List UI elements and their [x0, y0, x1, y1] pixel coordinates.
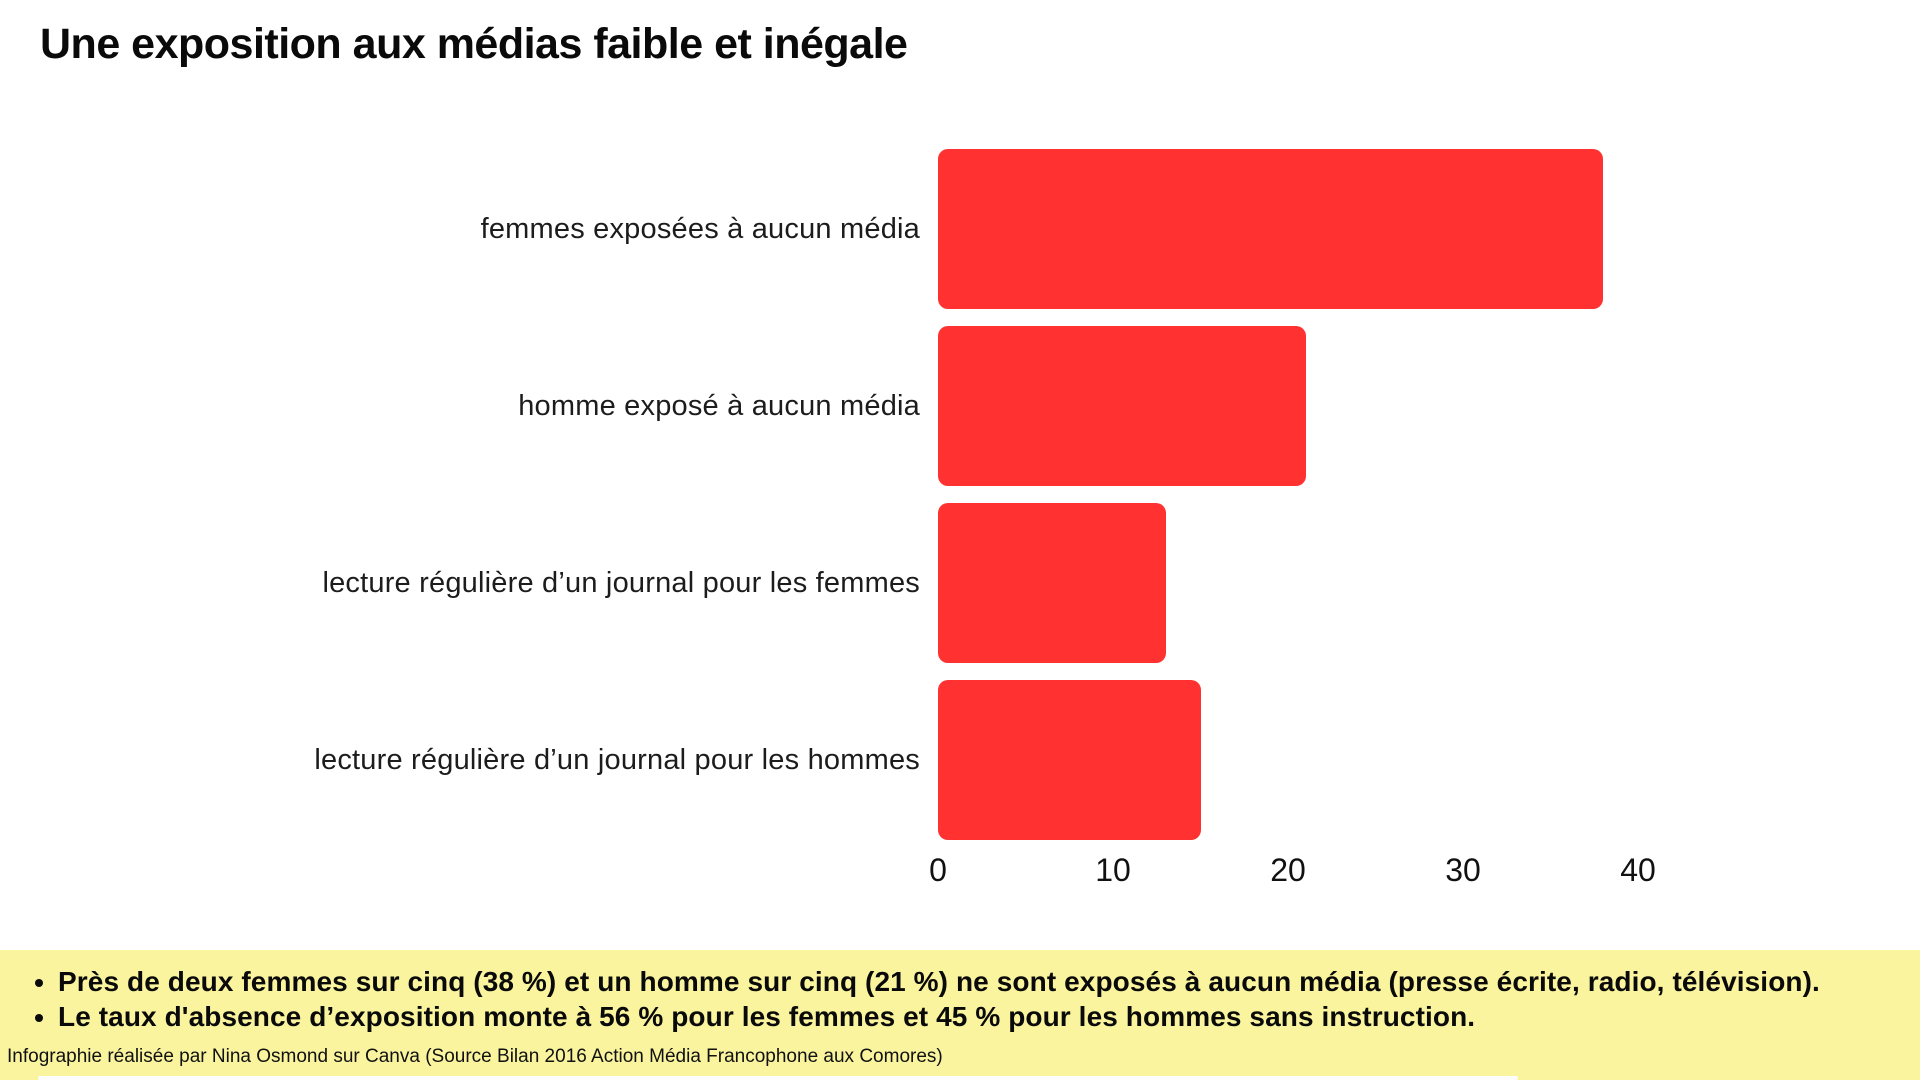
chart-row: femmes exposées à aucun média: [0, 149, 1920, 309]
x-axis: 0 10 20 30 40: [0, 852, 1920, 902]
chart-title: Une exposition aux médias faible et inég…: [40, 20, 908, 68]
x-tick-label: 20: [1270, 852, 1306, 888]
x-tick-label: 10: [1095, 852, 1131, 888]
bar: [938, 326, 1306, 486]
bar: [938, 149, 1603, 309]
chart-row: homme exposé à aucun média: [0, 326, 1920, 486]
category-label: lecture régulière d’un journal pour les …: [314, 743, 920, 776]
category-label: homme exposé à aucun média: [518, 389, 920, 422]
notes-list: Près de deux femmes sur cinq (38 %) et u…: [0, 964, 1920, 1034]
category-label: lecture régulière d’un journal pour les …: [322, 566, 920, 599]
x-tick-label: 30: [1445, 852, 1481, 888]
bar: [938, 503, 1166, 663]
note-bullet: Près de deux femmes sur cinq (38 %) et u…: [58, 964, 1900, 999]
bottom-edge-strip: [38, 1076, 1518, 1080]
chart-row: lecture régulière d’un journal pour les …: [0, 680, 1920, 840]
x-tick-label: 40: [1620, 852, 1656, 888]
category-label: femmes exposées à aucun média: [480, 212, 920, 245]
credit-line: Infographie réalisée par Nina Osmond sur…: [7, 1046, 943, 1067]
chart-row: lecture régulière d’un journal pour les …: [0, 503, 1920, 663]
notes-panel: Près de deux femmes sur cinq (38 %) et u…: [0, 950, 1920, 1080]
bar: [938, 680, 1201, 840]
x-tick-label: 0: [929, 852, 947, 888]
note-bullet: Le taux d'absence d’exposition monte à 5…: [58, 999, 1900, 1034]
